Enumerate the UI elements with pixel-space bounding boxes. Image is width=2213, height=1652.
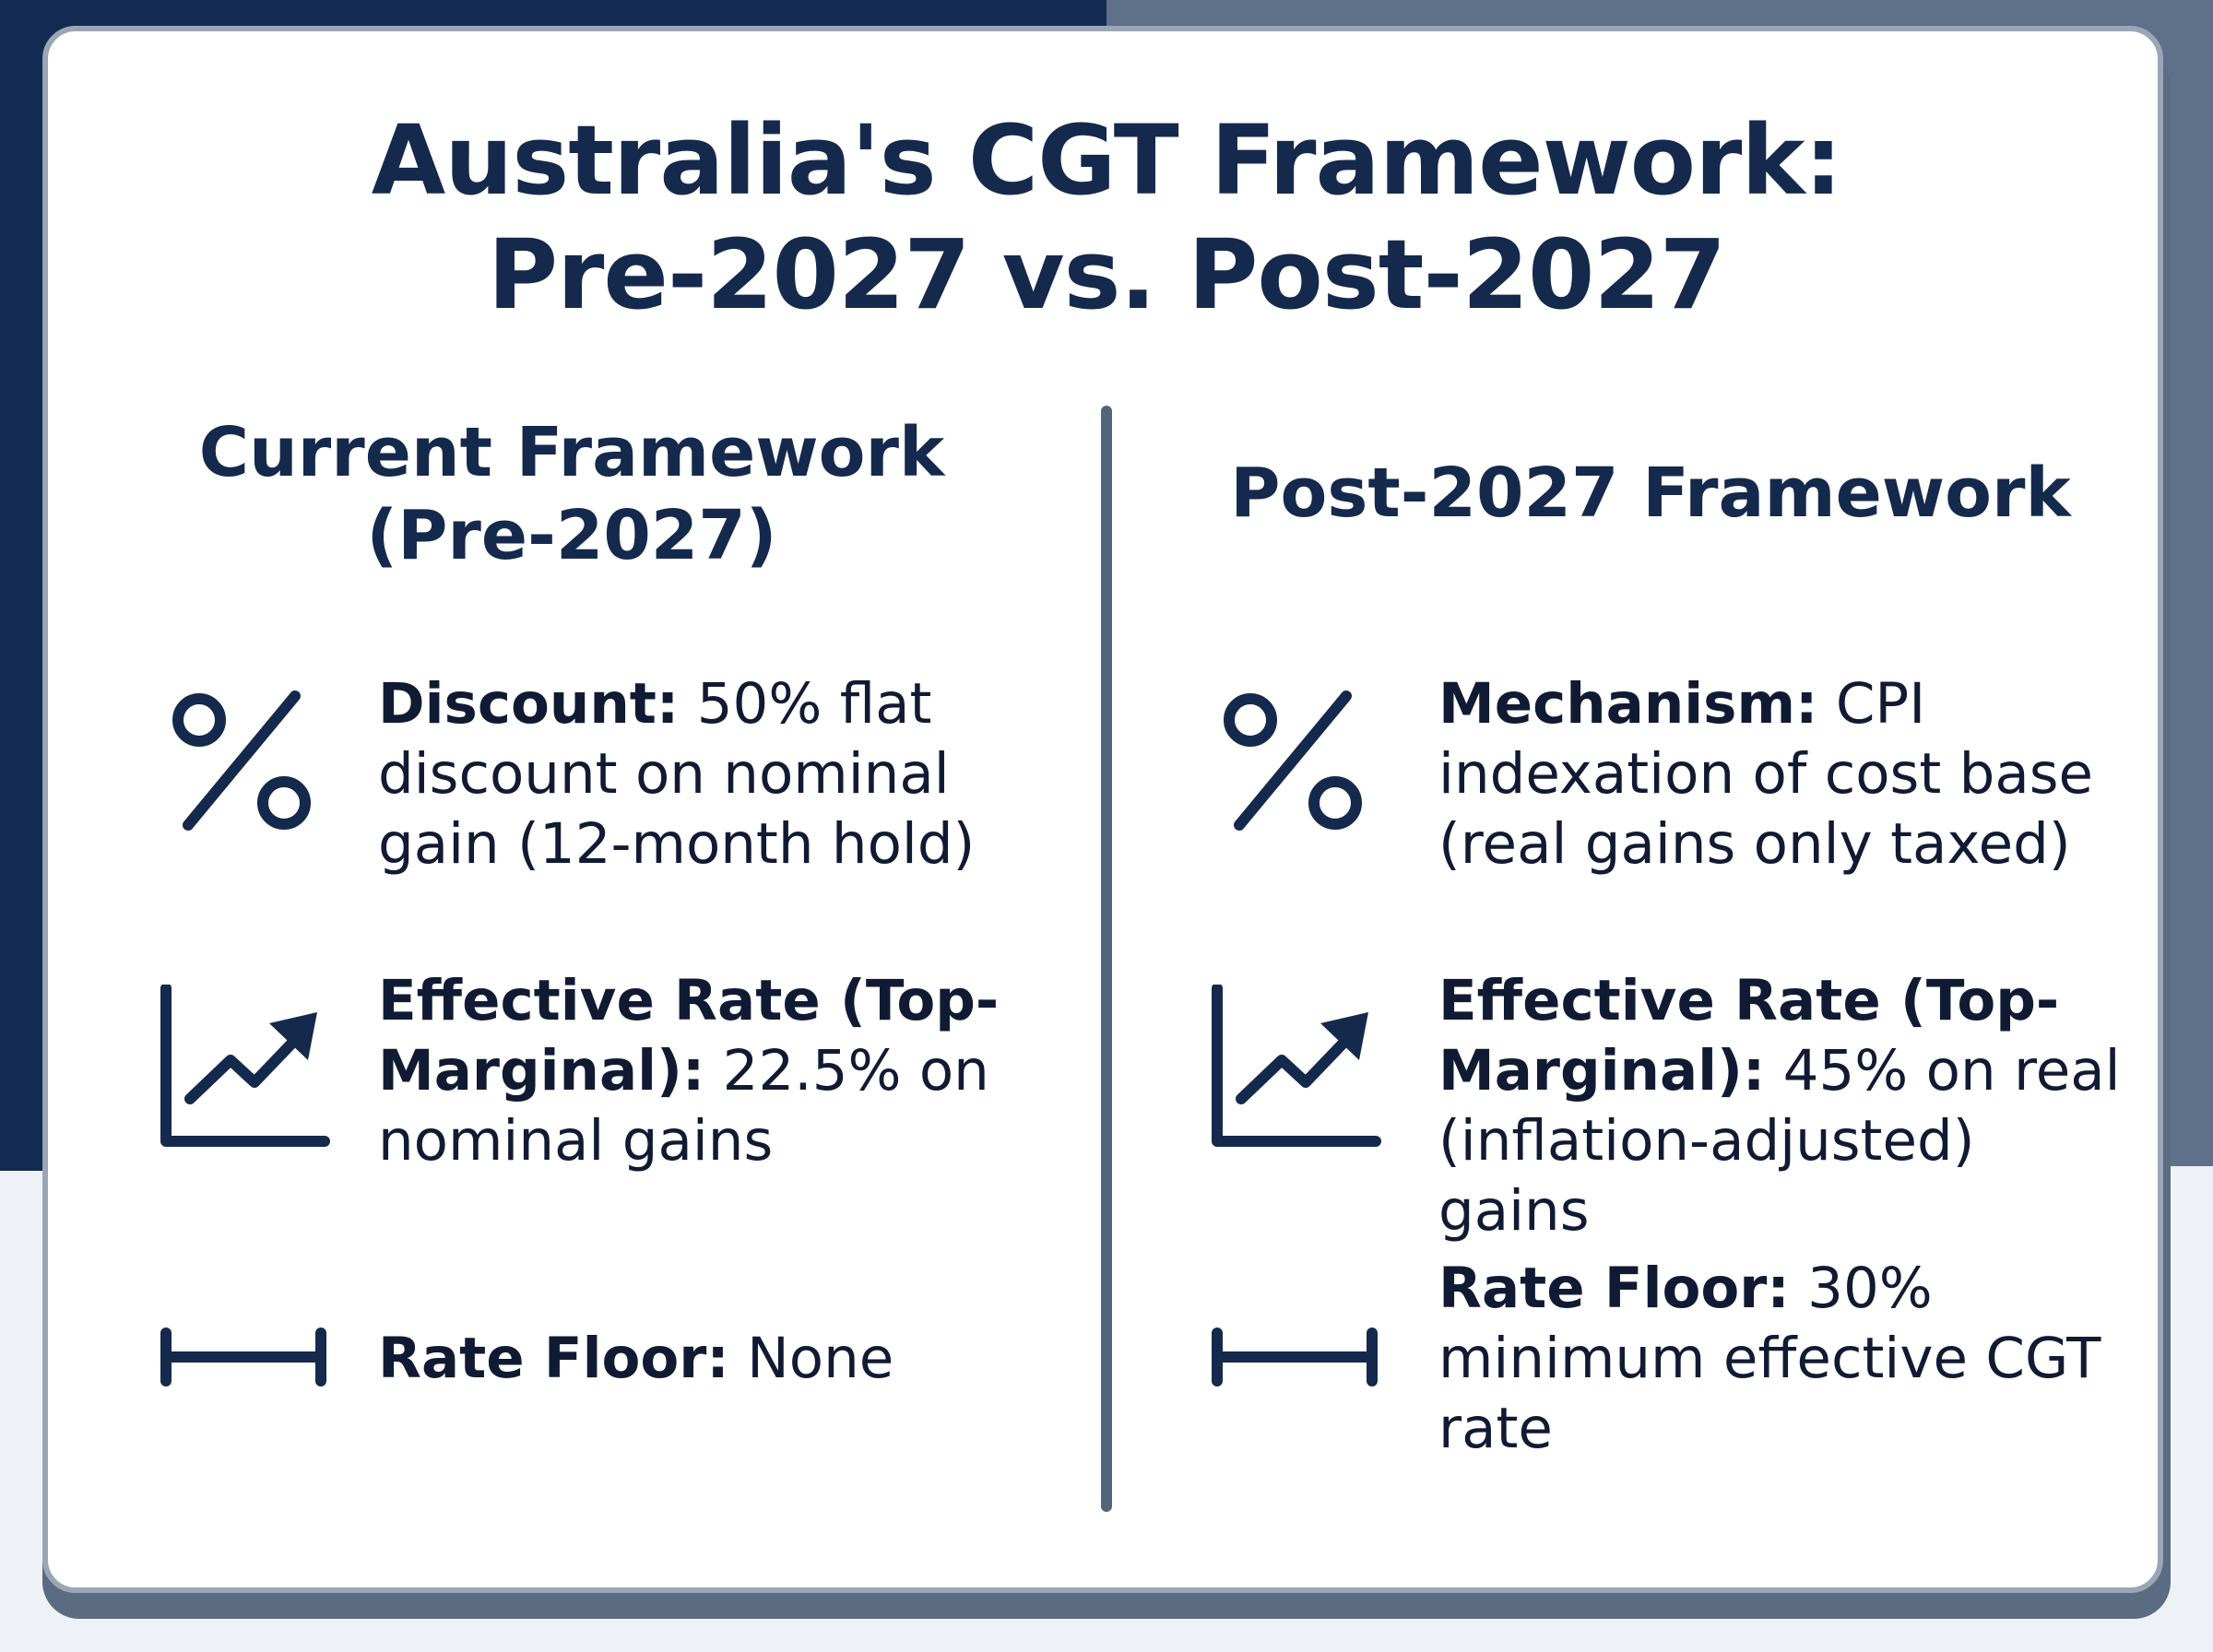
item-text: 45% on real (inflation-adjusted) gains [1438,1038,2121,1244]
left-item-discount: Discount: 50% flat discount on nominal g… [378,669,1024,879]
item-label: Effective Rate (Top-Marginal): [378,968,1000,1103]
percent-icon [1217,687,1374,834]
horizontal-range-icon [159,1328,334,1386]
horizontal-range-icon [1210,1328,1385,1386]
title-line-1: Australia's CGT Framework: [371,104,1842,217]
item-label: Rate Floor: [378,1326,729,1391]
percent-icon [166,687,323,834]
item-text: CPI indexation of cost base (real gains … [1438,671,2094,877]
title-line-2: Pre-2027 vs. Post-2027 [487,218,1726,331]
right-item-mechanism: Mechanism: CPI indexation of cost base (… [1438,669,2139,879]
column-divider [1101,406,1112,1512]
right-item-effective-rate: Effective Rate (Top-Marginal): 45% on re… [1438,966,2139,1246]
left-item-effective-rate: Effective Rate (Top-Marginal): 22.5% on … [378,966,1024,1176]
item-label: Effective Rate (Top-Marginal): [1438,968,2060,1103]
item-text: 22.5% on nominal gains [378,1038,989,1174]
item-label: Rate Floor: [1438,1256,1790,1321]
item-text: 50% flat discount on nominal gain (12-mo… [378,671,976,877]
trending-up-chart-icon [1210,985,1385,1150]
left-column-heading: Current Framework (Pre-2027) [138,411,1005,577]
right-item-rate-floor: Rate Floor: 30% minimum effective CGT ra… [1438,1254,2139,1464]
page-title: Australia's CGT Framework: Pre-2027 vs. … [0,103,2213,332]
item-label: Discount: [378,671,680,737]
item-label: Mechanism: [1438,671,1818,737]
trending-up-chart-icon [159,985,334,1150]
right-column-heading: Post-2027 Framework [1230,454,2071,533]
item-text: 30% minimum effective CGT rate [1438,1256,2101,1461]
item-text: None [728,1326,894,1391]
left-heading-line-1: Current Framework [198,413,945,492]
left-item-rate-floor: Rate Floor: None [378,1324,1024,1394]
left-heading-line-2: (Pre-2027) [366,496,777,575]
